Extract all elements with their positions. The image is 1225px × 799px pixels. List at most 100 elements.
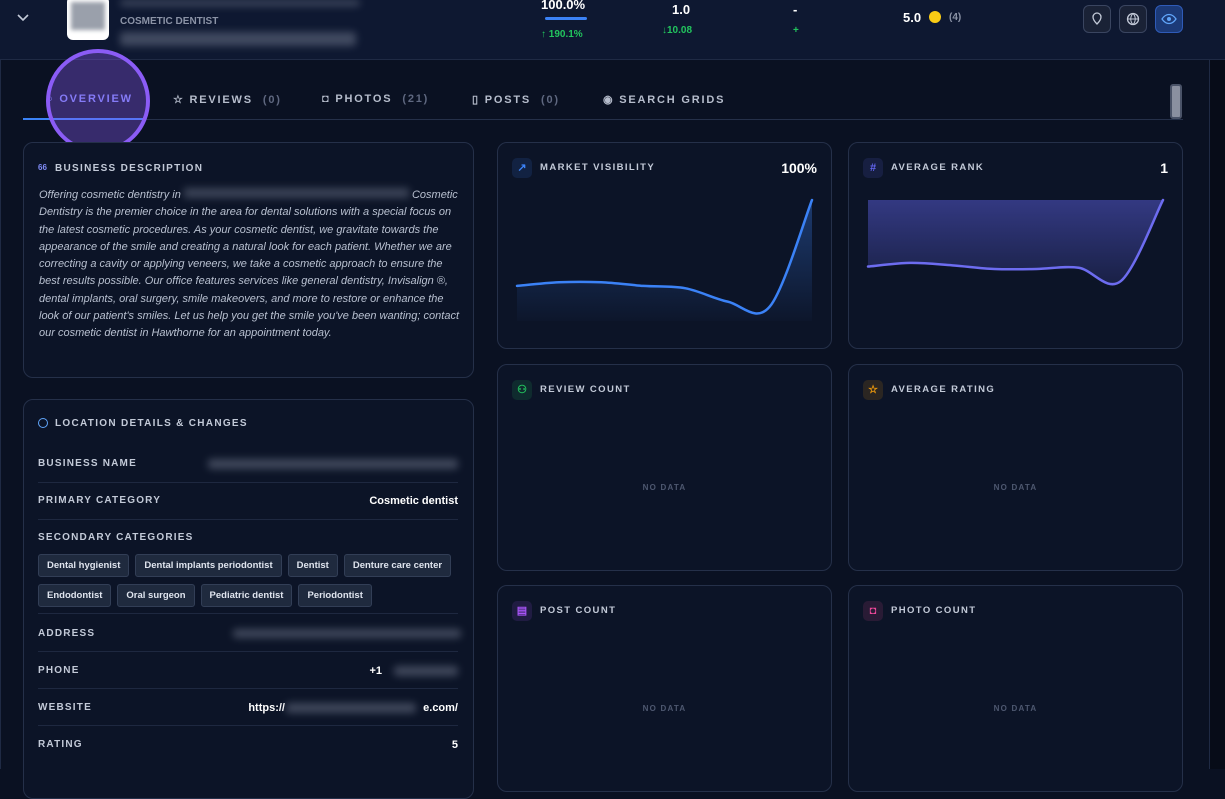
visibility-bar (545, 17, 587, 20)
tab-divider (23, 119, 1183, 120)
rank-change: ↓10.08 (662, 25, 693, 36)
website-button[interactable] (1119, 5, 1147, 33)
text-rest: Cosmetic Dentistry is the premier choice… (39, 189, 459, 340)
row-website: WEBSITE https:// e.com/ (38, 702, 458, 714)
category: COSMETIC DENTIST (120, 16, 219, 27)
separator (38, 651, 458, 652)
metric-card: ↗ MARKET VISIBILITY 100% (497, 142, 832, 349)
no-data: NO DATA (642, 704, 687, 713)
sparkline-line (866, 198, 1165, 286)
card-title: BUSINESS DESCRIPTION (55, 163, 204, 174)
row-value: https:// (248, 702, 285, 714)
tab-count: (0) (262, 94, 282, 106)
card-icon: ☆ (863, 380, 883, 400)
row-rating: RATING 5 (38, 739, 458, 751)
category-chip: Denture care center (343, 554, 452, 577)
category-chip: Dental hygienist (38, 554, 130, 577)
header: COSMETIC DENTIST 100.0% ↑ 190.1% 1.0 ↓10… (0, 0, 1225, 60)
visibility-change: ↑ 190.1% (541, 29, 583, 40)
rank-change-value: 10.08 (667, 25, 693, 36)
collapse-chevron[interactable] (16, 13, 30, 23)
logo (67, 0, 109, 40)
card-icon: ↗ (512, 158, 532, 178)
card-title: AVERAGE RANK (891, 162, 985, 173)
text-start: Offering cosmetic dentistry in (39, 189, 181, 201)
card-title: LOCATION DETAILS & CHANGES (55, 418, 248, 429)
category-chip: Dentist (287, 554, 338, 577)
info-icon (38, 418, 48, 428)
no-data: NO DATA (993, 483, 1038, 492)
row-phone: PHONE +1 (38, 665, 458, 677)
row-value: Cosmetic dentist (369, 495, 458, 507)
tab-search-grids[interactable]: ◉ SEARCH GRIDS (603, 94, 726, 106)
card-title: AVERAGE RATING (891, 384, 996, 395)
separator (38, 688, 458, 689)
card-title: PHOTO COUNT (891, 605, 977, 616)
row-address: ADDRESS (38, 628, 461, 639)
reviews-change: + (793, 25, 799, 36)
row-label: ADDRESS (38, 628, 96, 639)
card-icon: # (863, 158, 883, 178)
tab-count: (0) (541, 94, 560, 106)
category-chip: Dental implants periodontist (135, 554, 282, 577)
highlight-circle (46, 49, 150, 153)
sparkline-line (515, 198, 814, 315)
card-icon: ▤ (512, 601, 532, 621)
sparkline-area (517, 200, 812, 321)
card-value: 1 (1160, 160, 1168, 176)
card-icon: ◘ (863, 601, 883, 621)
category-chip: Endodontist (38, 584, 112, 607)
separator (38, 519, 458, 520)
no-data: NO DATA (993, 704, 1038, 713)
tab-label: SEARCH GRIDS (619, 94, 726, 106)
card-title: POST COUNT (540, 605, 617, 616)
metric-card: ⚇ REVIEW COUNT NO DATA (497, 364, 832, 571)
tab-label: PHOTOS (335, 93, 393, 105)
category-chip: Pediatric dentist (200, 584, 293, 607)
row-value: +1 (369, 665, 382, 677)
separator (38, 482, 458, 483)
tab-label: REVIEWS (189, 94, 253, 106)
row-label: BUSINESS NAME (38, 458, 137, 469)
chip-list: Dental hygienist Dental implants periodon… (38, 554, 468, 614)
sparkline-area (868, 200, 1163, 285)
rank: 1.0 (672, 2, 691, 17)
rating-emoji (929, 11, 941, 23)
tab-reviews[interactable]: ☆ REVIEWS (0) (173, 94, 282, 106)
row-label: SECONDARY CATEGORIES (38, 532, 194, 543)
rating: 5.0 (903, 10, 922, 25)
separator (38, 613, 458, 614)
row-value: 5 (451, 739, 458, 751)
reviews: - (793, 2, 798, 17)
sidebar (1210, 60, 1225, 769)
card-icon: ⚇ (512, 380, 532, 400)
metric-card: ▤ POST COUNT NO DATA (497, 585, 832, 792)
visibility-change-value: 190.1% (548, 29, 583, 40)
metric-card: # AVERAGE RANK 1 (848, 142, 1183, 349)
row-secondary-categories: SECONDARY CATEGORIES (38, 532, 458, 543)
metric-card: ☆ AVERAGE RATING NO DATA (848, 364, 1183, 571)
tab-photos[interactable]: ◘ PHOTOS (21) (322, 93, 430, 105)
map-button[interactable] (1083, 5, 1111, 33)
row-label: PRIMARY CATEGORY (38, 495, 162, 506)
category-chip: Periodontist (298, 584, 372, 607)
row-business-name: BUSINESS NAME (38, 458, 458, 469)
scroll-handle[interactable] (1170, 84, 1182, 119)
category-chip: Oral surgeon (117, 584, 195, 607)
rating-count: (4) (949, 12, 962, 23)
row-primary-category: PRIMARY CATEGORY Cosmetic dentist (38, 495, 458, 507)
row-label: RATING (38, 739, 83, 750)
row-value: e.com/ (423, 702, 458, 714)
tab-posts[interactable]: ▯ POSTS (0) (472, 94, 560, 106)
metric-card: ◘ PHOTO COUNT NO DATA (848, 585, 1183, 792)
view-button[interactable] (1155, 5, 1183, 33)
card-title: REVIEW COUNT (540, 384, 631, 395)
card-value: 100% (781, 160, 817, 176)
row-label: PHONE (38, 665, 80, 676)
description-text: Offering cosmetic dentistry in Cosmetic … (39, 187, 459, 343)
row-label: WEBSITE (38, 702, 92, 713)
sparkline (866, 198, 1165, 286)
tab-label: POSTS (484, 94, 532, 106)
visibility: 100.0% (541, 0, 586, 12)
